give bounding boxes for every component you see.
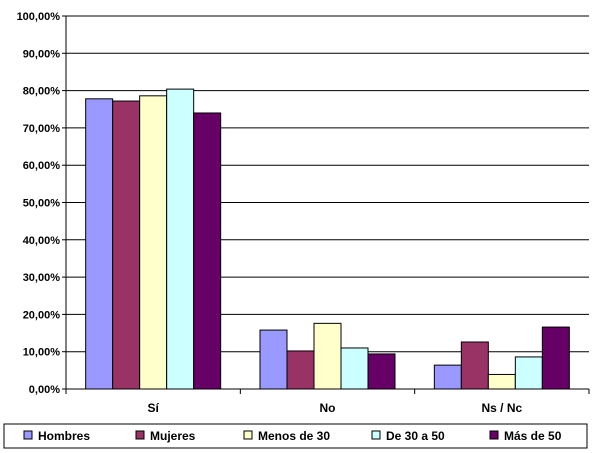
legend-swatch-mas-de-50 — [489, 430, 499, 440]
legend-label-menos-de-30: Menos de 30 — [258, 429, 330, 443]
bar-mas-de-50-si — [193, 112, 222, 390]
y-tick-label: 50,00% — [23, 198, 61, 210]
legend-swatch-de-30-a-50 — [371, 430, 381, 440]
bar-mujeres-si — [112, 100, 141, 390]
y-tick-label: 0,00% — [29, 384, 60, 396]
bar-mujeres-ns-nc — [460, 341, 489, 390]
legend: Hombres Mujeres Menos de 30 De 30 a 50 Más d… — [3, 423, 588, 449]
bar-menos-de-30-no — [313, 322, 342, 390]
y-tick-label: 70,00% — [23, 123, 61, 135]
bar-de-30-a-50-si — [166, 88, 195, 390]
bar-de-30-a-50-ns-nc — [514, 356, 543, 390]
y-tick-label: 100,00% — [17, 11, 61, 23]
legend-label-mujeres: Mujeres — [150, 429, 196, 443]
bar-menos-de-30-si — [139, 95, 168, 390]
bars — [85, 88, 570, 390]
x-tick-label: Sí — [147, 401, 159, 415]
legend-swatch-menos-de-30 — [243, 430, 253, 440]
legend-label-mas-de-50: Más de 50 — [504, 429, 562, 443]
axes — [65, 16, 590, 394]
bar-mas-de-50-no — [367, 353, 396, 390]
y-tick-label: 20,00% — [23, 309, 61, 321]
bar-mas-de-50-ns-nc — [541, 326, 570, 390]
legend-swatch-hombres — [23, 430, 33, 440]
bar-hombres-ns-nc — [433, 364, 462, 390]
legend-label-hombres: Hombres — [38, 429, 90, 443]
y-tick-label: 80,00% — [23, 86, 61, 98]
y-tick-label: 90,00% — [23, 48, 61, 60]
legend-swatch-mujeres — [135, 430, 145, 440]
y-tick-label: 40,00% — [23, 235, 61, 247]
y-tick-label: 60,00% — [23, 160, 61, 172]
y-tick-label: 30,00% — [23, 272, 61, 284]
x-tick-label: No — [320, 401, 336, 415]
y-axis-ticks: 0,00% 10,00% 20,00% 30,00% 40,00% 50,00% 60,00… — [17, 11, 66, 396]
bar-hombres-si — [85, 98, 114, 390]
y-tick-label: 10,00% — [23, 347, 61, 359]
bar-menos-de-30-ns-nc — [487, 373, 516, 390]
x-axis-categories: Sí No Ns / Nc — [147, 401, 522, 415]
bar-de-30-a-50-no — [340, 347, 369, 390]
bar-hombres-no — [259, 329, 288, 390]
legend-label-de-30-a-50: De 30 a 50 — [386, 429, 445, 443]
x-tick-label: Ns / Nc — [481, 401, 522, 415]
bar-mujeres-no — [286, 350, 315, 390]
